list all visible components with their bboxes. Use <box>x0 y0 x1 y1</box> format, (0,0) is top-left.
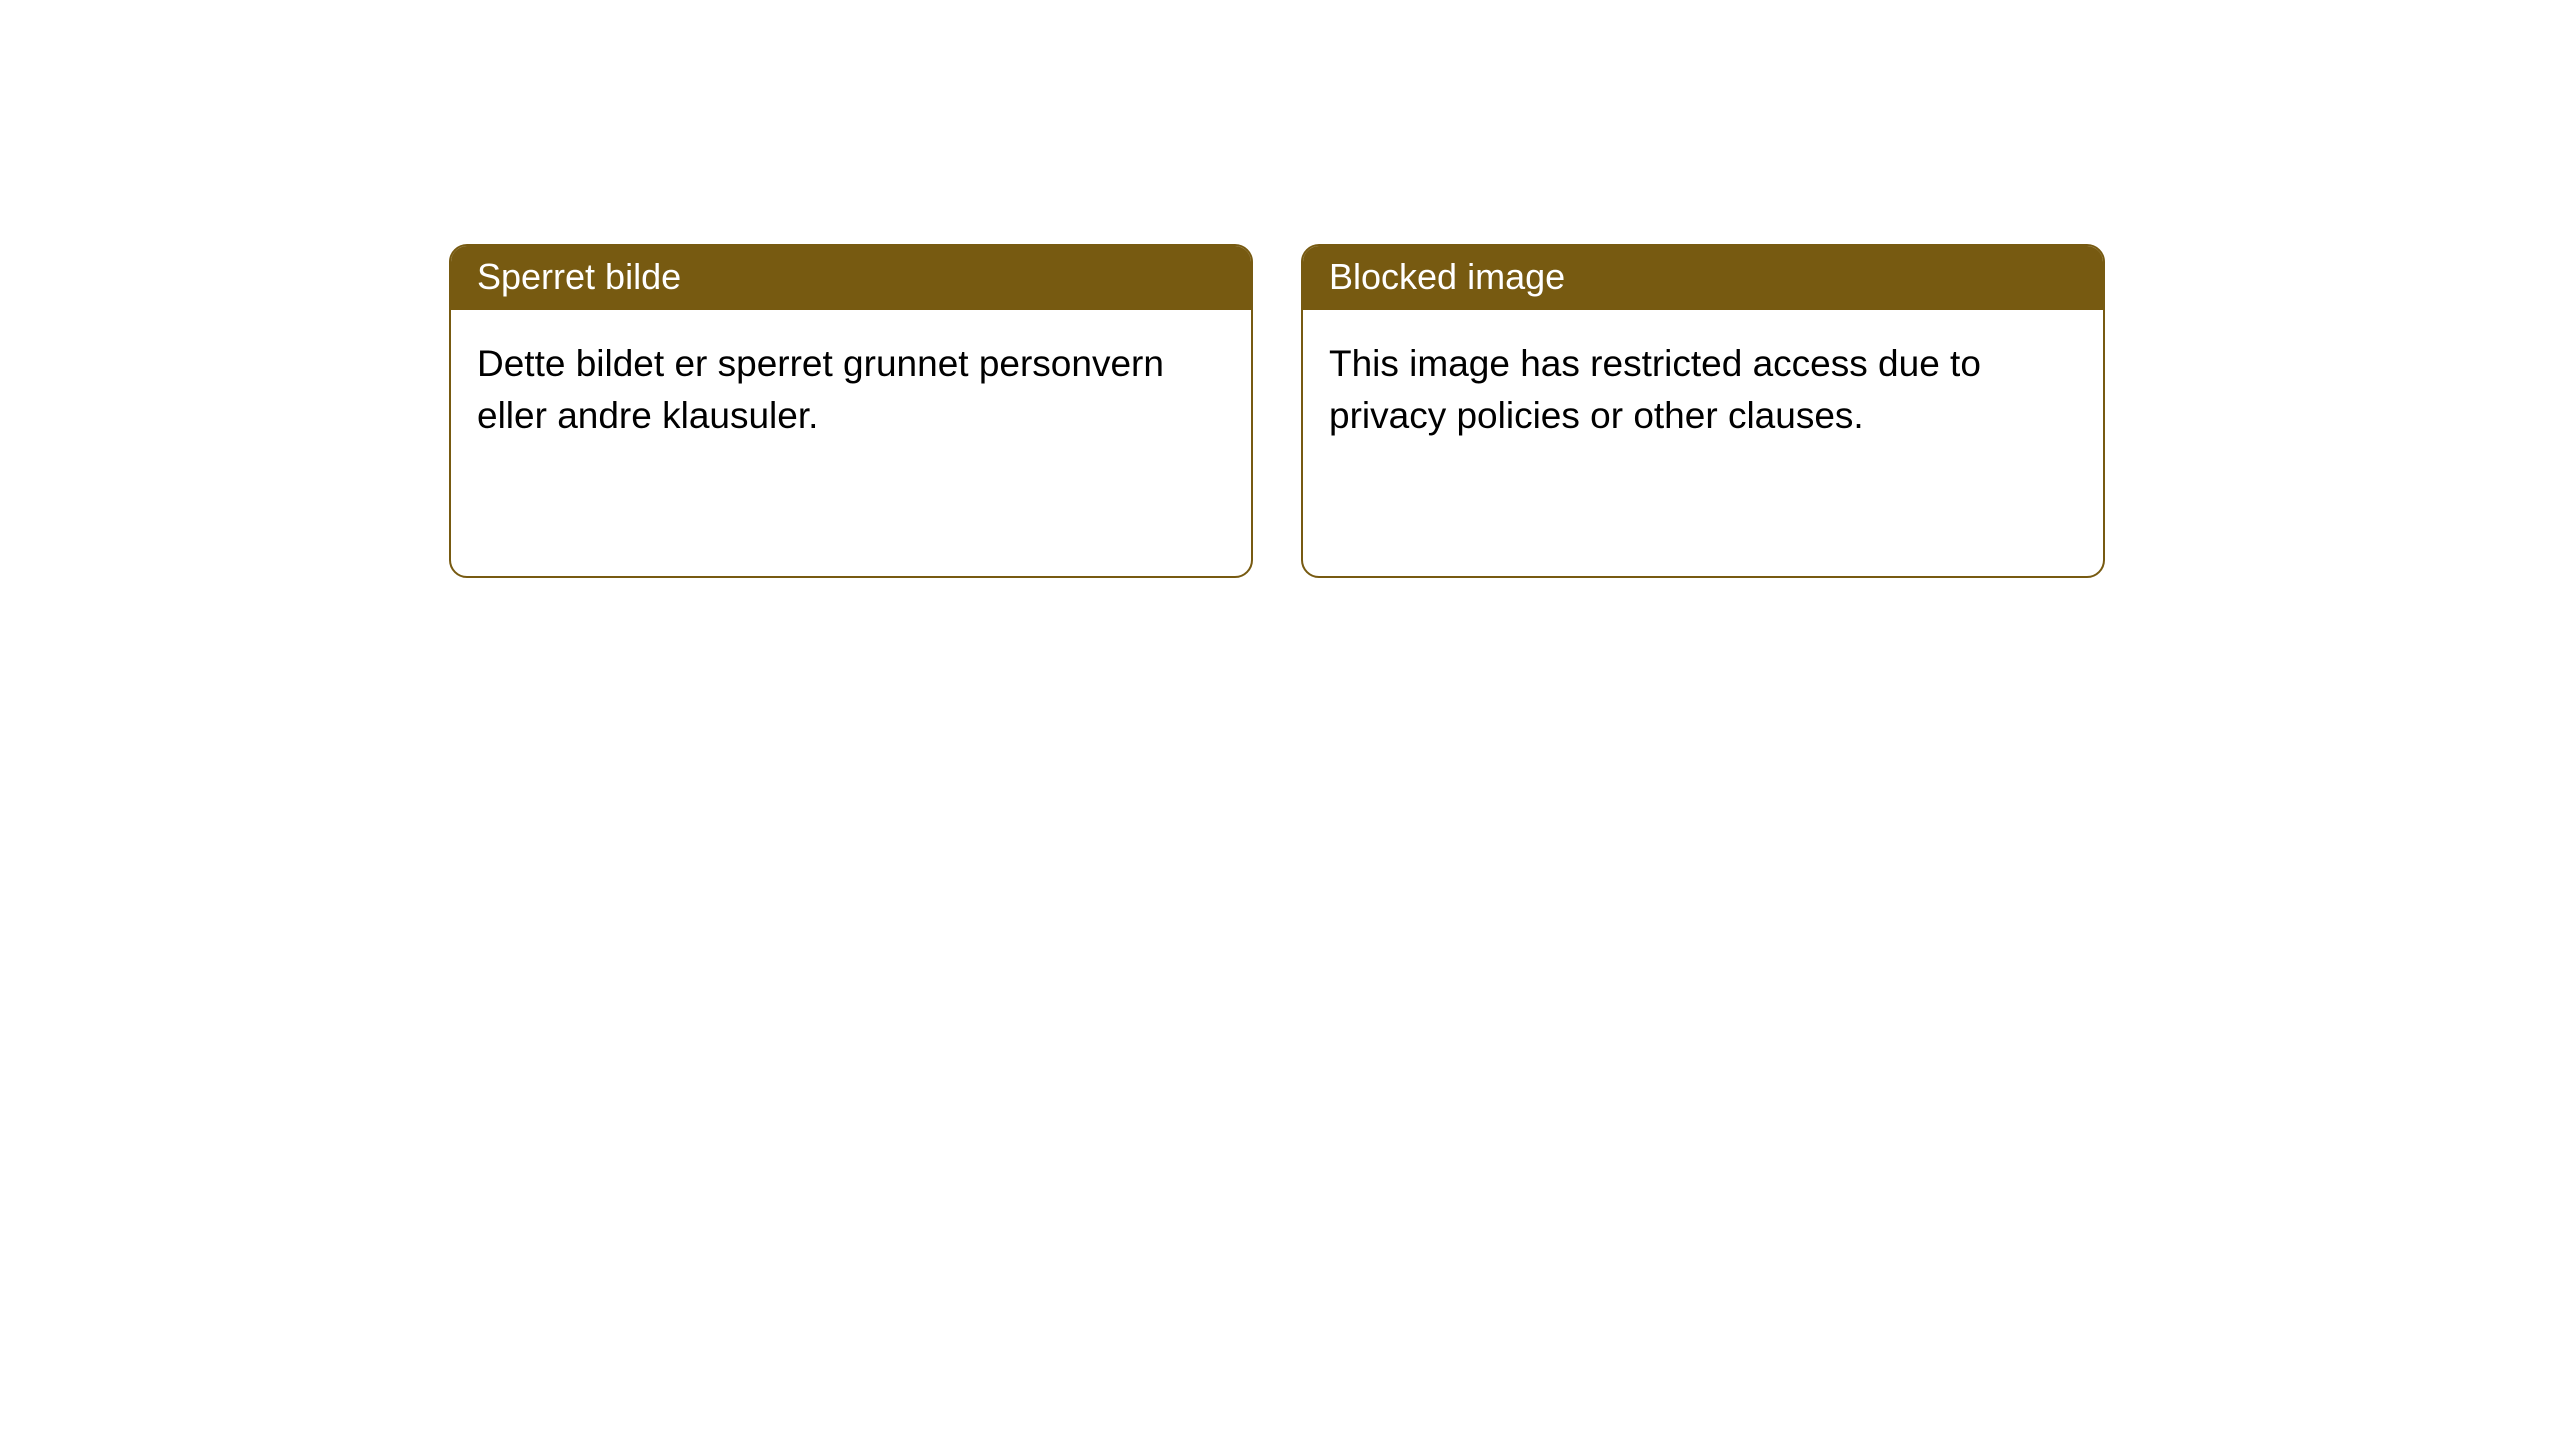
blocked-image-card-en: Blocked image This image has restricted … <box>1301 244 2105 578</box>
card-body-en: This image has restricted access due to … <box>1303 310 2103 470</box>
blocked-image-card-no: Sperret bilde Dette bildet er sperret gr… <box>449 244 1253 578</box>
card-header-en: Blocked image <box>1303 246 2103 310</box>
card-header-no: Sperret bilde <box>451 246 1251 310</box>
card-body-no: Dette bildet er sperret grunnet personve… <box>451 310 1251 470</box>
notice-container: Sperret bilde Dette bildet er sperret gr… <box>0 0 2560 578</box>
